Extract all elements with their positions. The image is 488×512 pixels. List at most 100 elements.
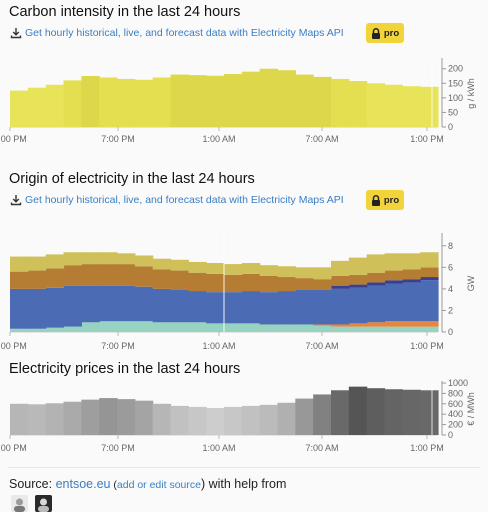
y-tick-label: 4 (448, 284, 453, 294)
price-bar (384, 389, 403, 435)
stack-segment (331, 260, 350, 276)
stack-segment (402, 321, 421, 327)
stack-segment (331, 326, 350, 332)
y-axis-label: GW (466, 275, 476, 291)
stack-segment (348, 323, 368, 327)
carbon-bar (331, 78, 350, 127)
contributor-avatar[interactable] (11, 495, 28, 512)
price-bar (224, 406, 243, 435)
stack-segment (27, 328, 47, 332)
stack-segment (134, 266, 154, 287)
stack-segment (99, 252, 118, 265)
stack-segment (206, 263, 225, 274)
carbon-bar (117, 78, 136, 127)
stack-segment (152, 258, 172, 270)
price-bar (99, 398, 118, 435)
stack-segment (384, 280, 403, 284)
carbon-bar (170, 74, 189, 127)
stack-segment (295, 267, 314, 279)
stack-segment (420, 267, 439, 278)
y-tick-label: 400 (448, 409, 463, 419)
price-bar (402, 389, 421, 435)
origin-api-link[interactable]: Get hourly historical, live, and forecas… (10, 190, 344, 210)
stack-segment (277, 291, 296, 325)
stack-segment (366, 272, 386, 283)
stack-segment (188, 261, 207, 273)
stack-segment (152, 322, 172, 332)
y-tick-label: 2 (448, 305, 453, 315)
carbon-bar (27, 87, 47, 127)
y-axis-label: g / kWh (466, 78, 476, 109)
stack-segment (420, 277, 439, 281)
stack-segment (295, 289, 314, 325)
price-bar (277, 402, 296, 435)
pro-badge-label: pro (383, 194, 400, 206)
carbon-bar (188, 75, 207, 127)
stack-segment (206, 292, 225, 324)
stack-segment (313, 267, 332, 280)
price-bar (295, 398, 314, 435)
stack-segment (241, 323, 261, 332)
stack-segment (63, 252, 82, 266)
stack-segment (402, 269, 421, 280)
stack-segment (188, 272, 207, 292)
stack-segment (117, 253, 136, 265)
price-bar (63, 401, 82, 435)
price-bar (134, 400, 154, 435)
carbon-api-link[interactable]: Get hourly historical, live, and forecas… (10, 23, 344, 43)
carbon-bar (420, 86, 439, 127)
stack-segment (241, 273, 261, 292)
price-bar (117, 399, 136, 435)
stack-segment (348, 287, 368, 324)
stack-segment (10, 288, 29, 329)
x-tick-label: 7:00 PM (101, 341, 135, 351)
stack-segment (277, 277, 296, 292)
x-tick-label: 1:00 PM (0, 134, 27, 144)
price-bar (206, 407, 225, 435)
y-tick-label: 0 (448, 122, 453, 132)
price-bar (188, 406, 207, 435)
stack-segment (45, 327, 65, 332)
stack-segment (348, 326, 368, 332)
y-tick-label: 0 (448, 430, 453, 440)
stack-segment (384, 321, 403, 327)
origin-api-link-text[interactable]: Get hourly historical, live, and forecas… (25, 194, 344, 206)
carbon-bar (99, 77, 118, 127)
download-icon (10, 195, 22, 206)
stack-segment (45, 254, 65, 269)
carbon-bar (45, 84, 65, 127)
stack-segment (420, 326, 439, 332)
stack-segment (384, 326, 403, 332)
carbon-bar (348, 80, 368, 127)
price-bar (313, 394, 332, 435)
x-tick-label: 7:00 PM (101, 134, 135, 144)
carbon-bar (366, 83, 386, 127)
pro-badge[interactable]: pro (366, 190, 404, 210)
x-tick-label: 7:00 AM (305, 134, 338, 144)
y-tick-label: 0 (448, 327, 453, 337)
origin-of-electricity-chart[interactable]: 0 2 4 6 8 GW 1:00 PM 7:00 PM 1:00 AM 7:00 AM 1:00 … (0, 225, 488, 355)
stack-segment (117, 321, 136, 332)
x-tick-label: 1:00 AM (202, 443, 235, 453)
carbon-api-link-text[interactable]: Get hourly historical, live, and forecas… (25, 27, 344, 39)
stack-segment (331, 324, 350, 327)
stack-segment (152, 288, 172, 323)
carbon-bar (402, 86, 421, 127)
stack-segment (170, 259, 189, 271)
price-bar (259, 404, 279, 435)
carbon-bar (241, 71, 261, 127)
y-tick-label: 200 (448, 420, 463, 430)
source-open-paren: ( (110, 479, 117, 491)
price-bar (170, 405, 189, 435)
contributor-avatar[interactable] (35, 495, 52, 512)
pro-badge[interactable]: pro (366, 23, 404, 43)
stack-segment (402, 326, 421, 332)
stack-segment (313, 279, 332, 290)
x-tick-label: 7:00 AM (305, 443, 338, 453)
source-link[interactable]: entsoe.eu (55, 477, 111, 491)
stack-segment (170, 270, 189, 290)
edit-source-link[interactable]: add or edit source (116, 479, 201, 491)
stack-segment (27, 270, 47, 289)
